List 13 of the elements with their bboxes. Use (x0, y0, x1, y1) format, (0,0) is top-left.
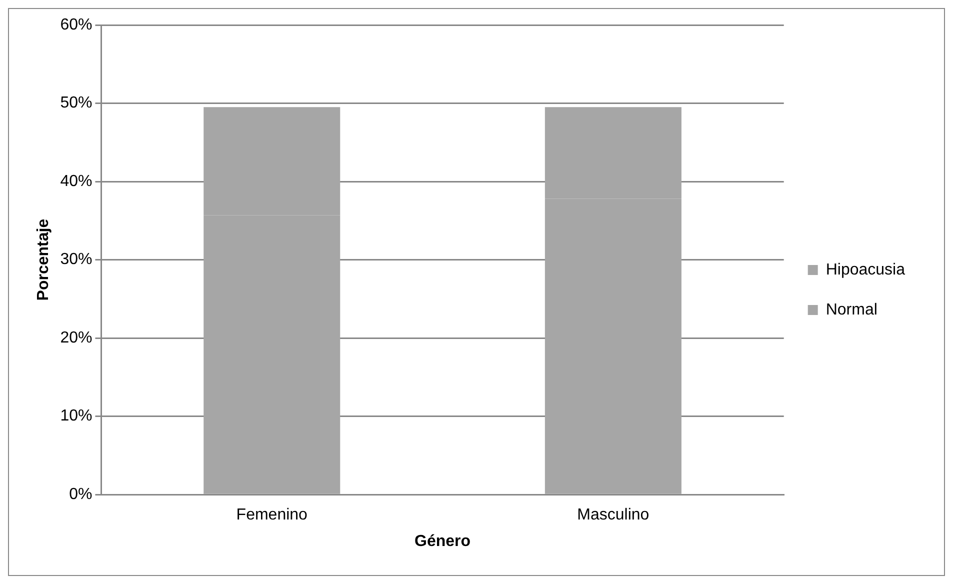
y-tick-label: 20% (60, 329, 92, 346)
x-axis-title: Género (414, 532, 471, 550)
x-tick-label: Femenino (236, 506, 308, 524)
y-tick-label: 60% (60, 16, 92, 34)
y-axis-title: Porcentaje (35, 218, 52, 301)
y-tick-label: 10% (60, 408, 92, 425)
legend-label: Hipoacusia (826, 261, 906, 278)
y-tick-label: 40% (60, 172, 92, 190)
y-tick-label: 30% (60, 251, 92, 268)
x-tick-label: Masculino (577, 506, 650, 524)
y-tick-label: 0% (69, 486, 92, 504)
y-tick-label: 50% (60, 94, 92, 112)
legend-label: Normal (826, 301, 878, 318)
